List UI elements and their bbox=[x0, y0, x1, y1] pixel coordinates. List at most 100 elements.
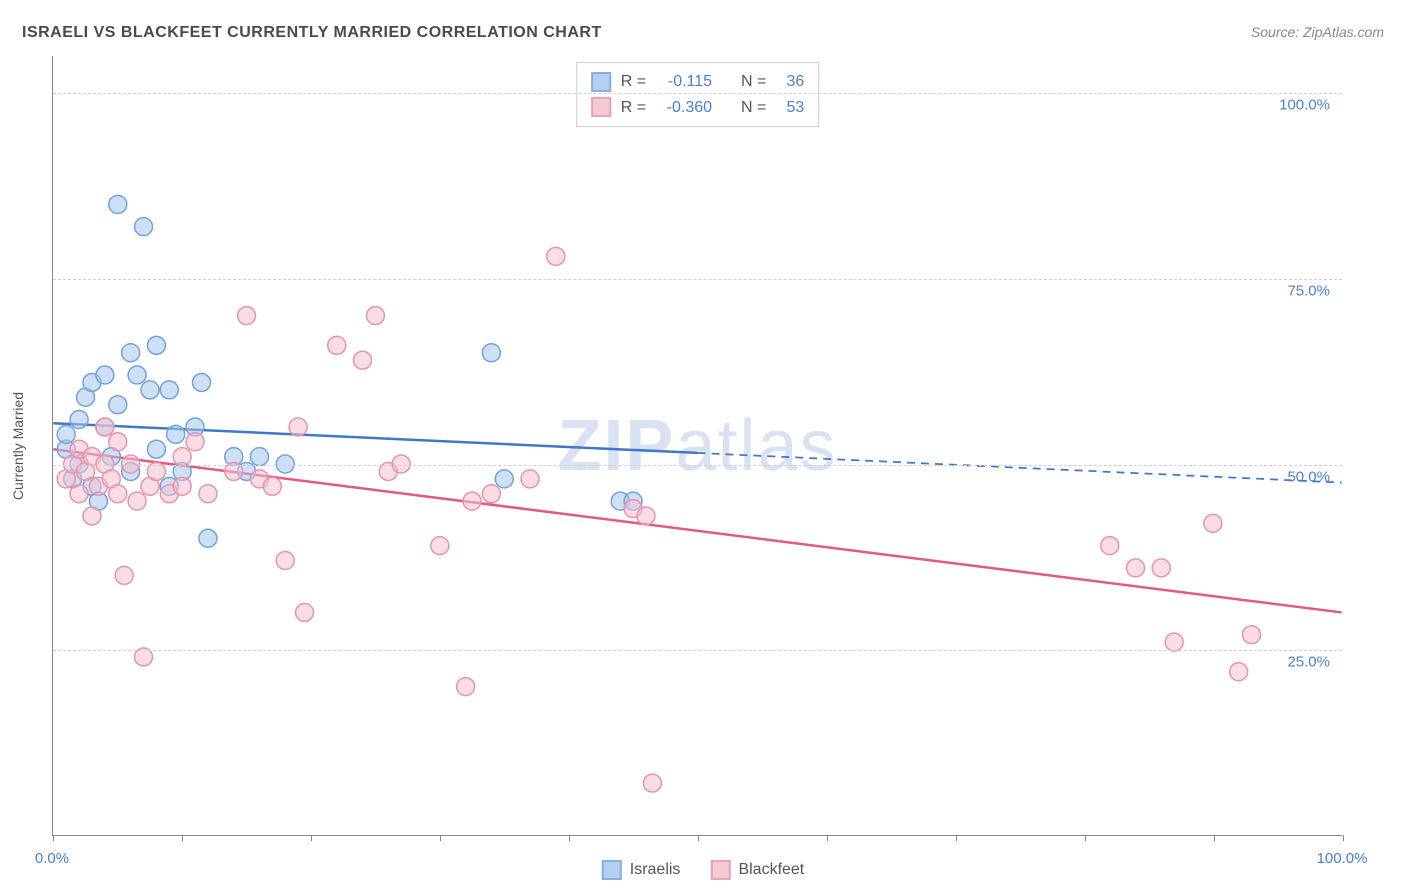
data-point bbox=[128, 366, 146, 384]
trend-line-dashed bbox=[698, 453, 1342, 483]
data-point bbox=[354, 351, 372, 369]
data-point bbox=[1243, 626, 1261, 644]
data-point bbox=[1101, 537, 1119, 555]
plot-svg bbox=[53, 56, 1342, 835]
data-point bbox=[199, 529, 217, 547]
data-point bbox=[521, 470, 539, 488]
x-tick bbox=[569, 835, 570, 841]
data-point bbox=[1165, 633, 1183, 651]
stat-r-value: -0.360 bbox=[656, 95, 712, 121]
data-point bbox=[328, 336, 346, 354]
data-point bbox=[431, 537, 449, 555]
data-point bbox=[547, 247, 565, 265]
chart-title: ISRAELI VS BLACKFEET CURRENTLY MARRIED C… bbox=[22, 24, 602, 42]
bottom-legend-item: Israelis bbox=[602, 860, 681, 880]
data-point bbox=[70, 411, 88, 429]
data-point bbox=[109, 433, 127, 451]
x-tick bbox=[698, 835, 699, 841]
data-point bbox=[128, 492, 146, 510]
y-tick-label: 75.0% bbox=[1287, 282, 1330, 299]
stat-r-label: R = bbox=[621, 95, 646, 121]
y-tick-label: 50.0% bbox=[1287, 468, 1330, 485]
data-point bbox=[57, 425, 75, 443]
stat-n-value: 53 bbox=[776, 95, 804, 121]
legend-swatch bbox=[602, 860, 622, 880]
x-tick bbox=[1343, 835, 1344, 841]
legend-swatch bbox=[591, 97, 611, 117]
data-point bbox=[1230, 663, 1248, 681]
data-point bbox=[199, 485, 217, 503]
data-point bbox=[238, 307, 256, 325]
data-point bbox=[186, 433, 204, 451]
x-tick bbox=[311, 835, 312, 841]
gridline bbox=[53, 650, 1342, 651]
x-tick bbox=[1085, 835, 1086, 841]
data-point bbox=[109, 485, 127, 503]
data-point bbox=[83, 507, 101, 525]
data-point bbox=[96, 366, 114, 384]
data-point bbox=[276, 552, 294, 570]
gridline bbox=[53, 465, 1342, 466]
data-point bbox=[192, 373, 210, 391]
data-point bbox=[141, 381, 159, 399]
data-point bbox=[122, 344, 140, 362]
stats-legend-row: R = -0.360 N = 53 bbox=[591, 95, 805, 121]
data-point bbox=[173, 448, 191, 466]
data-point bbox=[289, 418, 307, 436]
x-tick bbox=[827, 835, 828, 841]
data-point bbox=[463, 492, 481, 510]
gridline bbox=[53, 93, 1342, 94]
data-point bbox=[109, 396, 127, 414]
legend-swatch bbox=[591, 72, 611, 92]
data-point bbox=[147, 336, 165, 354]
data-point bbox=[115, 566, 133, 584]
x-tick bbox=[182, 835, 183, 841]
data-point bbox=[296, 603, 314, 621]
data-point bbox=[167, 425, 185, 443]
data-point bbox=[70, 485, 88, 503]
stats-legend: R = -0.115 N = 36 R = -0.360 N = 53 bbox=[576, 62, 820, 127]
data-point bbox=[109, 195, 127, 213]
data-point bbox=[366, 307, 384, 325]
data-point bbox=[173, 477, 191, 495]
data-point bbox=[263, 477, 281, 495]
y-tick-label: 100.0% bbox=[1279, 97, 1330, 114]
legend-label: Blackfeet bbox=[738, 861, 804, 879]
stat-r-label: R = bbox=[621, 69, 646, 95]
data-point bbox=[643, 774, 661, 792]
data-point bbox=[96, 418, 114, 436]
plot-area: ZIPatlas R =-0.115 N =36R =-0.360 N =53 … bbox=[52, 56, 1342, 836]
data-point bbox=[482, 485, 500, 503]
stat-r-value: -0.115 bbox=[656, 69, 712, 95]
stats-legend-row: R = -0.115 N = 36 bbox=[591, 69, 805, 95]
correlation-chart: ISRAELI VS BLACKFEET CURRENTLY MARRIED C… bbox=[0, 0, 1406, 892]
x-tick bbox=[956, 835, 957, 841]
data-point bbox=[637, 507, 655, 525]
data-point bbox=[495, 470, 513, 488]
legend-swatch bbox=[710, 860, 730, 880]
data-point bbox=[135, 218, 153, 236]
gridline bbox=[53, 279, 1342, 280]
data-point bbox=[1127, 559, 1145, 577]
data-point bbox=[482, 344, 500, 362]
data-point bbox=[147, 440, 165, 458]
data-point bbox=[457, 678, 475, 696]
data-point bbox=[1204, 514, 1222, 532]
chart-source: Source: ZipAtlas.com bbox=[1251, 24, 1384, 40]
data-point bbox=[250, 448, 268, 466]
x-tick bbox=[1214, 835, 1215, 841]
x-tick-label: 100.0% bbox=[1317, 850, 1368, 867]
legend-label: Israelis bbox=[630, 861, 681, 879]
stat-n-value: 36 bbox=[776, 69, 804, 95]
x-tick-label: 0.0% bbox=[35, 850, 69, 867]
x-tick bbox=[440, 835, 441, 841]
x-tick bbox=[53, 835, 54, 841]
data-point bbox=[160, 381, 178, 399]
data-point bbox=[1152, 559, 1170, 577]
stat-n-label: N = bbox=[741, 95, 766, 121]
bottom-legend: Israelis Blackfeet bbox=[602, 860, 805, 880]
bottom-legend-item: Blackfeet bbox=[710, 860, 804, 880]
y-tick-label: 25.0% bbox=[1287, 654, 1330, 671]
y-axis-label: Currently Married bbox=[10, 392, 26, 500]
stat-n-label: N = bbox=[741, 69, 766, 95]
